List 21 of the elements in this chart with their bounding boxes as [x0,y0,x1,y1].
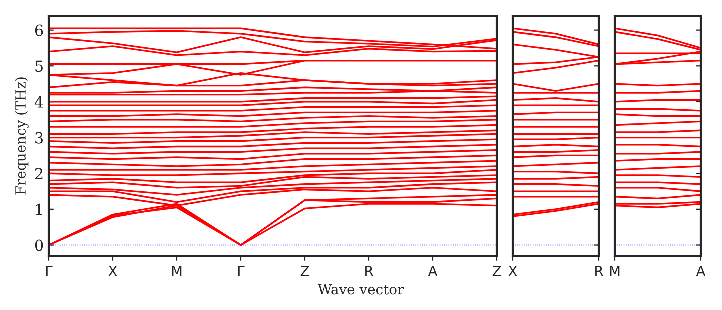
y-tick-label: 2 [35,168,43,180]
y-tick-label: 1 [36,204,42,216]
x-tick-label: Γ [238,266,245,276]
y-tick-label: 4 [34,96,44,108]
x-axis-title: Wave vector [318,284,404,295]
x-tick-label: Z [492,266,502,276]
x-tick-label: Z [300,266,310,276]
x-tick-label: R [596,266,604,276]
x-tick-label: X [508,266,518,276]
x-tick-label: R [366,266,374,276]
y-tick-label: 5 [36,60,43,72]
x-tick-label: A [696,266,706,276]
x-tick-label: X [108,266,118,276]
x-tick-label: A [428,266,438,276]
x-tick-label: M [610,266,620,276]
x-tick-label: Γ [46,266,53,276]
x-tick-label: M [172,266,182,276]
y-tick-label: 6 [35,24,44,36]
y-tick-label: 3 [36,132,44,144]
y-axis-title: Frequency (THz) [15,78,29,195]
y-tick-label: 0 [35,240,44,252]
